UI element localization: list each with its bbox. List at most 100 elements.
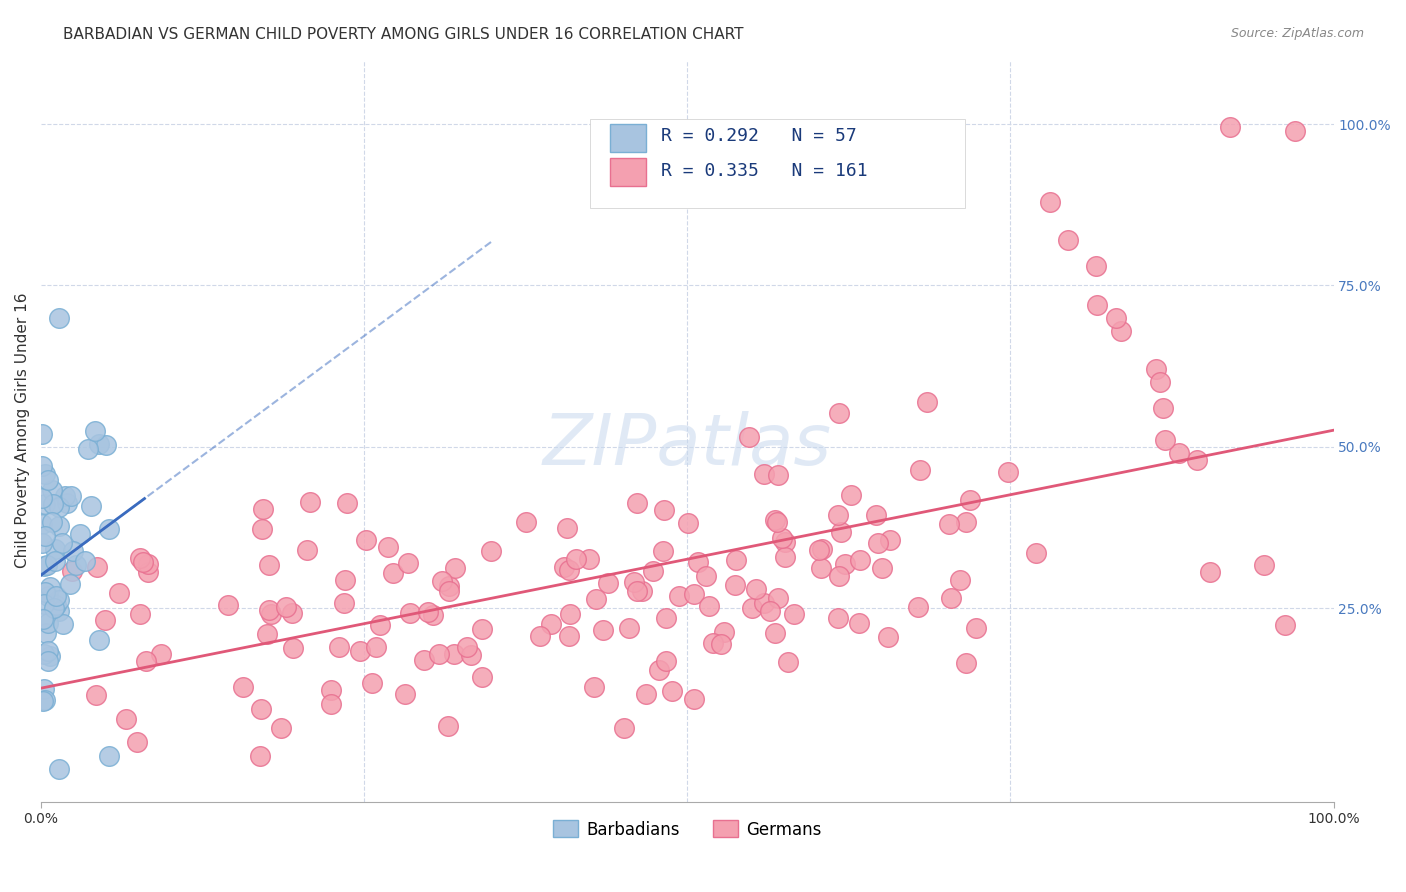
Point	[281, 640, 304, 655]
Point	[583, 680, 606, 694]
Point	[73, 554, 96, 568]
Point	[76, 442, 98, 456]
Point	[834, 557, 856, 571]
Point	[939, 591, 962, 605]
Point	[765, 515, 787, 529]
Point	[138, 557, 160, 571]
Point	[655, 611, 678, 625]
Point	[34, 647, 56, 661]
Point	[710, 637, 733, 651]
Point	[394, 687, 416, 701]
Point	[135, 654, 157, 668]
FancyBboxPatch shape	[591, 119, 965, 208]
Point	[60, 564, 83, 578]
Point	[585, 591, 607, 606]
Point	[879, 533, 901, 548]
Point	[1109, 324, 1132, 338]
Point	[443, 647, 465, 661]
Point	[775, 535, 797, 549]
Point	[828, 406, 851, 420]
Point	[59, 577, 82, 591]
Point	[257, 603, 280, 617]
Point	[44, 542, 66, 557]
Point	[697, 599, 720, 613]
Point	[422, 608, 444, 623]
Point	[460, 648, 482, 662]
Point	[439, 583, 461, 598]
Point	[565, 551, 588, 566]
Point	[515, 515, 537, 529]
Point	[763, 625, 786, 640]
Point	[868, 536, 890, 550]
Point	[217, 599, 239, 613]
Point	[45, 589, 67, 603]
Point	[1199, 566, 1222, 580]
Point	[48, 592, 70, 607]
Point	[84, 424, 107, 438]
Point	[59, 489, 82, 503]
Point	[53, 489, 76, 503]
Point	[132, 555, 155, 569]
Point	[62, 544, 84, 558]
Text: Source: ZipAtlas.com: Source: ZipAtlas.com	[1230, 27, 1364, 40]
Point	[34, 584, 56, 599]
Point	[1149, 375, 1171, 389]
Point	[626, 496, 648, 510]
Point	[149, 648, 172, 662]
Point	[336, 496, 359, 510]
Point	[841, 488, 863, 502]
Point	[413, 653, 436, 667]
Point	[949, 574, 972, 588]
Point	[1152, 401, 1174, 415]
Point	[877, 630, 900, 644]
Text: ZIPatlas: ZIPatlas	[543, 411, 832, 480]
Point	[34, 497, 56, 511]
Text: BARBADIAN VS GERMAN CHILD POVERTY AMONG GIRLS UNDER 16 CORRELATION CHART: BARBADIAN VS GERMAN CHILD POVERTY AMONG …	[63, 27, 744, 42]
Point	[98, 749, 121, 764]
Point	[775, 550, 797, 565]
Point	[630, 584, 652, 599]
Point	[613, 721, 636, 735]
Point	[398, 607, 420, 621]
Point	[256, 627, 278, 641]
Point	[354, 533, 377, 547]
Point	[763, 513, 786, 527]
Point	[129, 607, 152, 622]
Point	[34, 529, 56, 543]
Point	[643, 564, 665, 578]
Point	[471, 670, 494, 684]
Point	[96, 438, 118, 452]
Point	[79, 499, 101, 513]
Point	[745, 582, 768, 596]
Point	[682, 587, 704, 601]
Point	[31, 536, 53, 550]
Point	[250, 522, 273, 536]
Point	[1144, 362, 1167, 376]
Point	[260, 607, 283, 621]
Point	[35, 558, 58, 573]
Point	[39, 649, 62, 664]
Point	[31, 517, 53, 532]
Point	[636, 687, 658, 701]
Point	[668, 589, 690, 603]
Point	[84, 688, 107, 702]
Point	[87, 437, 110, 451]
Point	[959, 492, 981, 507]
Text: R = 0.292   N = 57: R = 0.292 N = 57	[661, 127, 858, 145]
Point	[31, 459, 53, 474]
Point	[44, 598, 66, 612]
Point	[51, 535, 73, 549]
Point	[702, 635, 724, 649]
Point	[93, 613, 115, 627]
Point	[623, 574, 645, 589]
Point	[37, 473, 59, 487]
Point	[917, 394, 939, 409]
Point	[1039, 194, 1062, 209]
Point	[724, 553, 747, 567]
Point	[1025, 546, 1047, 560]
Point	[32, 598, 55, 612]
Point	[827, 569, 849, 583]
Point	[592, 623, 614, 637]
Point	[377, 541, 399, 555]
Point	[1056, 233, 1078, 247]
